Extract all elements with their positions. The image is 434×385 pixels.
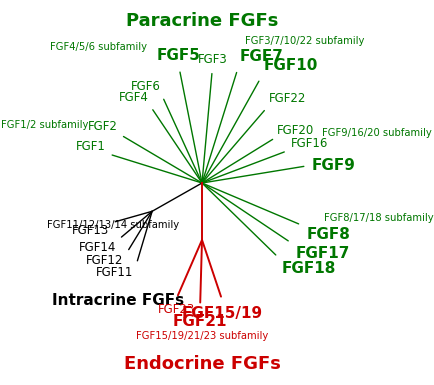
- Text: FGF15/19: FGF15/19: [181, 306, 263, 321]
- Text: FGF15/19/21/23 subfamily: FGF15/19/21/23 subfamily: [135, 331, 267, 341]
- Text: FGF7: FGF7: [239, 49, 283, 64]
- Text: FGF3/7/10/22 subfamily: FGF3/7/10/22 subfamily: [244, 36, 364, 46]
- Text: FGF1/2 subfamily: FGF1/2 subfamily: [1, 120, 88, 130]
- Text: FGF21: FGF21: [172, 314, 227, 329]
- Text: FGF1: FGF1: [76, 140, 105, 153]
- Text: FGF14: FGF14: [78, 241, 115, 254]
- Text: FGF8/17/18 subfamily: FGF8/17/18 subfamily: [323, 213, 433, 223]
- Text: FGF18: FGF18: [281, 261, 335, 276]
- Text: FGF23: FGF23: [158, 303, 194, 316]
- Text: FGF22: FGF22: [268, 92, 306, 105]
- Text: FGF4: FGF4: [118, 91, 148, 104]
- Text: Paracrine FGFs: Paracrine FGFs: [125, 12, 278, 30]
- Text: FGF4/5/6 subfamily: FGF4/5/6 subfamily: [50, 42, 147, 52]
- Text: FGF8: FGF8: [306, 227, 349, 242]
- Text: FGF17: FGF17: [295, 246, 349, 261]
- Text: FGF11/12/13/14 subfamily: FGF11/12/13/14 subfamily: [47, 220, 179, 230]
- Text: FGF3: FGF3: [197, 53, 227, 66]
- Text: FGF10: FGF10: [263, 58, 317, 73]
- Text: FGF11: FGF11: [95, 266, 132, 279]
- Text: FGF6: FGF6: [131, 80, 160, 92]
- Text: FGF9: FGF9: [311, 157, 355, 172]
- Text: FGF16: FGF16: [290, 137, 327, 150]
- Text: FGF9/16/20 subfamily: FGF9/16/20 subfamily: [321, 128, 430, 138]
- Text: FGF13: FGF13: [72, 224, 109, 238]
- Text: Endocrine FGFs: Endocrine FGFs: [123, 355, 280, 373]
- Text: Intracrine FGFs: Intracrine FGFs: [52, 293, 184, 308]
- Text: FGF20: FGF20: [276, 124, 313, 137]
- Text: FGF5: FGF5: [156, 48, 200, 63]
- Text: FGF2: FGF2: [88, 120, 118, 133]
- Text: FGF12: FGF12: [86, 254, 123, 267]
